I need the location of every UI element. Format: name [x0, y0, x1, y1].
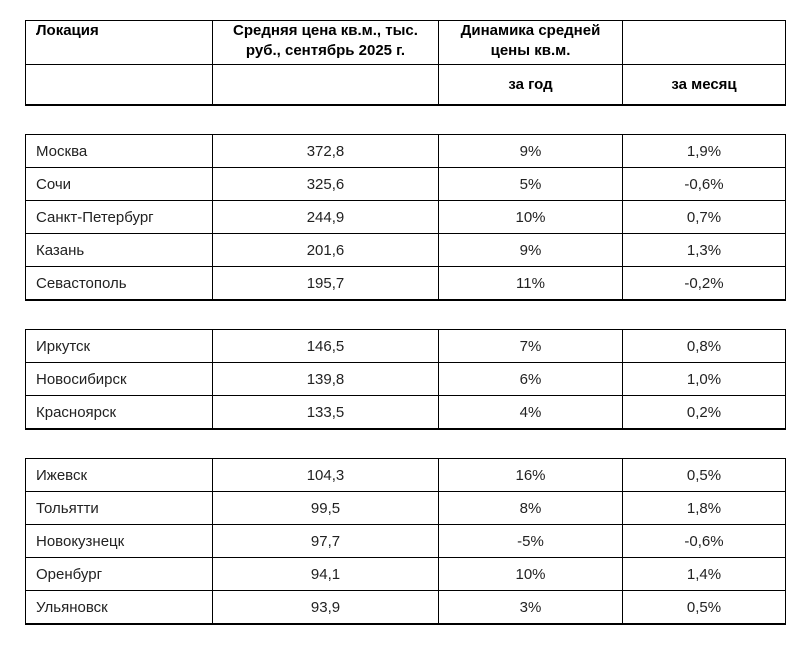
cell-mom: 1,0% [622, 362, 786, 396]
cell-yoy: 7% [438, 329, 623, 363]
table-row: Новосибирск 139,8 6% 1,0% [25, 362, 786, 396]
table-row: Ульяновск 93,9 3% 0,5% [25, 590, 786, 625]
cell-location: Казань [25, 233, 213, 267]
cell-yoy: 5% [438, 167, 623, 201]
table-row: Красноярск 133,5 4% 0,2% [25, 395, 786, 430]
header-price-dynamics: Динамика средней цены кв.м. [438, 20, 623, 65]
city-group-middle: Иркутск 146,5 7% 0,8% Новосибирск 139,8 6% 1,0%… [25, 329, 786, 430]
cell-yoy: 9% [438, 134, 623, 168]
subheader-empty-cell [212, 64, 439, 106]
cell-mom: 0,2% [622, 395, 786, 430]
cell-yoy: 10% [438, 200, 623, 234]
cell-mom: 0,5% [622, 590, 786, 625]
cell-location: Красноярск [25, 395, 213, 430]
cell-location: Севастополь [25, 266, 213, 301]
header-location: Локация [25, 20, 213, 65]
cell-yoy: 4% [438, 395, 623, 430]
city-group-bottom: Ижевск 104,3 16% 0,5% Тольятти 99,5 8% 1,8% Ново… [25, 458, 786, 625]
table-row: Казань 201,6 9% 1,3% [25, 233, 786, 267]
table-row: Ижевск 104,3 16% 0,5% [25, 458, 786, 492]
table-row: Иркутск 146,5 7% 0,8% [25, 329, 786, 363]
cell-location: Москва [25, 134, 213, 168]
cell-mom: -0,6% [622, 167, 786, 201]
cell-price: 104,3 [212, 458, 439, 492]
table-row: Тольятти 99,5 8% 1,8% [25, 491, 786, 525]
cell-yoy: 16% [438, 458, 623, 492]
cell-mom: -0,6% [622, 524, 786, 558]
cell-price: 195,7 [212, 266, 439, 301]
cell-price: 94,1 [212, 557, 439, 591]
cell-location: Оренбург [25, 557, 213, 591]
cell-location: Тольятти [25, 491, 213, 525]
subheader-empty-cell [25, 64, 213, 106]
cell-price: 97,7 [212, 524, 439, 558]
table-row: Севастополь 195,7 11% -0,2% [25, 266, 786, 301]
cell-location: Сочи [25, 167, 213, 201]
cell-location: Иркутск [25, 329, 213, 363]
cell-yoy: 10% [438, 557, 623, 591]
cell-price: 201,6 [212, 233, 439, 267]
header-avg-price: Средняя цена кв.м., тыс. руб., сентябрь … [212, 20, 439, 65]
price-table-sheet: Локация Средняя цена кв.м., тыс. руб., с… [25, 20, 786, 625]
cell-mom: 0,5% [622, 458, 786, 492]
header-row-main: Локация Средняя цена кв.м., тыс. руб., с… [25, 20, 786, 65]
table-row: Сочи 325,6 5% -0,6% [25, 167, 786, 201]
cell-price: 325,6 [212, 167, 439, 201]
header-empty-cell [622, 20, 786, 65]
cell-mom: 1,4% [622, 557, 786, 591]
cell-yoy: 6% [438, 362, 623, 396]
subheader-per-month: за месяц [622, 64, 786, 106]
cell-mom: 1,3% [622, 233, 786, 267]
cell-price: 99,5 [212, 491, 439, 525]
cell-location: Санкт-Петербург [25, 200, 213, 234]
cell-price: 133,5 [212, 395, 439, 430]
cell-price: 139,8 [212, 362, 439, 396]
cell-yoy: -5% [438, 524, 623, 558]
cell-mom: -0,2% [622, 266, 786, 301]
cell-mom: 0,8% [622, 329, 786, 363]
cell-location: Новосибирск [25, 362, 213, 396]
cell-location: Ижевск [25, 458, 213, 492]
cell-mom: 1,9% [622, 134, 786, 168]
cell-yoy: 9% [438, 233, 623, 267]
table-row: Санкт-Петербург 244,9 10% 0,7% [25, 200, 786, 234]
cell-mom: 1,8% [622, 491, 786, 525]
header-row-sub: за год за месяц [25, 64, 786, 106]
cell-price: 372,8 [212, 134, 439, 168]
city-group-top: Москва 372,8 9% 1,9% Сочи 325,6 5% -0,6% Санкт-П… [25, 134, 786, 301]
subheader-per-year: за год [438, 64, 623, 106]
cell-price: 93,9 [212, 590, 439, 625]
cell-price: 146,5 [212, 329, 439, 363]
table-row: Оренбург 94,1 10% 1,4% [25, 557, 786, 591]
cell-location: Ульяновск [25, 590, 213, 625]
table-row: Москва 372,8 9% 1,9% [25, 134, 786, 168]
cell-yoy: 11% [438, 266, 623, 301]
cell-location: Новокузнецк [25, 524, 213, 558]
table-header: Локация Средняя цена кв.м., тыс. руб., с… [25, 20, 786, 106]
cell-yoy: 8% [438, 491, 623, 525]
cell-mom: 0,7% [622, 200, 786, 234]
table-row: Новокузнецк 97,7 -5% -0,6% [25, 524, 786, 558]
cell-price: 244,9 [212, 200, 439, 234]
cell-yoy: 3% [438, 590, 623, 625]
